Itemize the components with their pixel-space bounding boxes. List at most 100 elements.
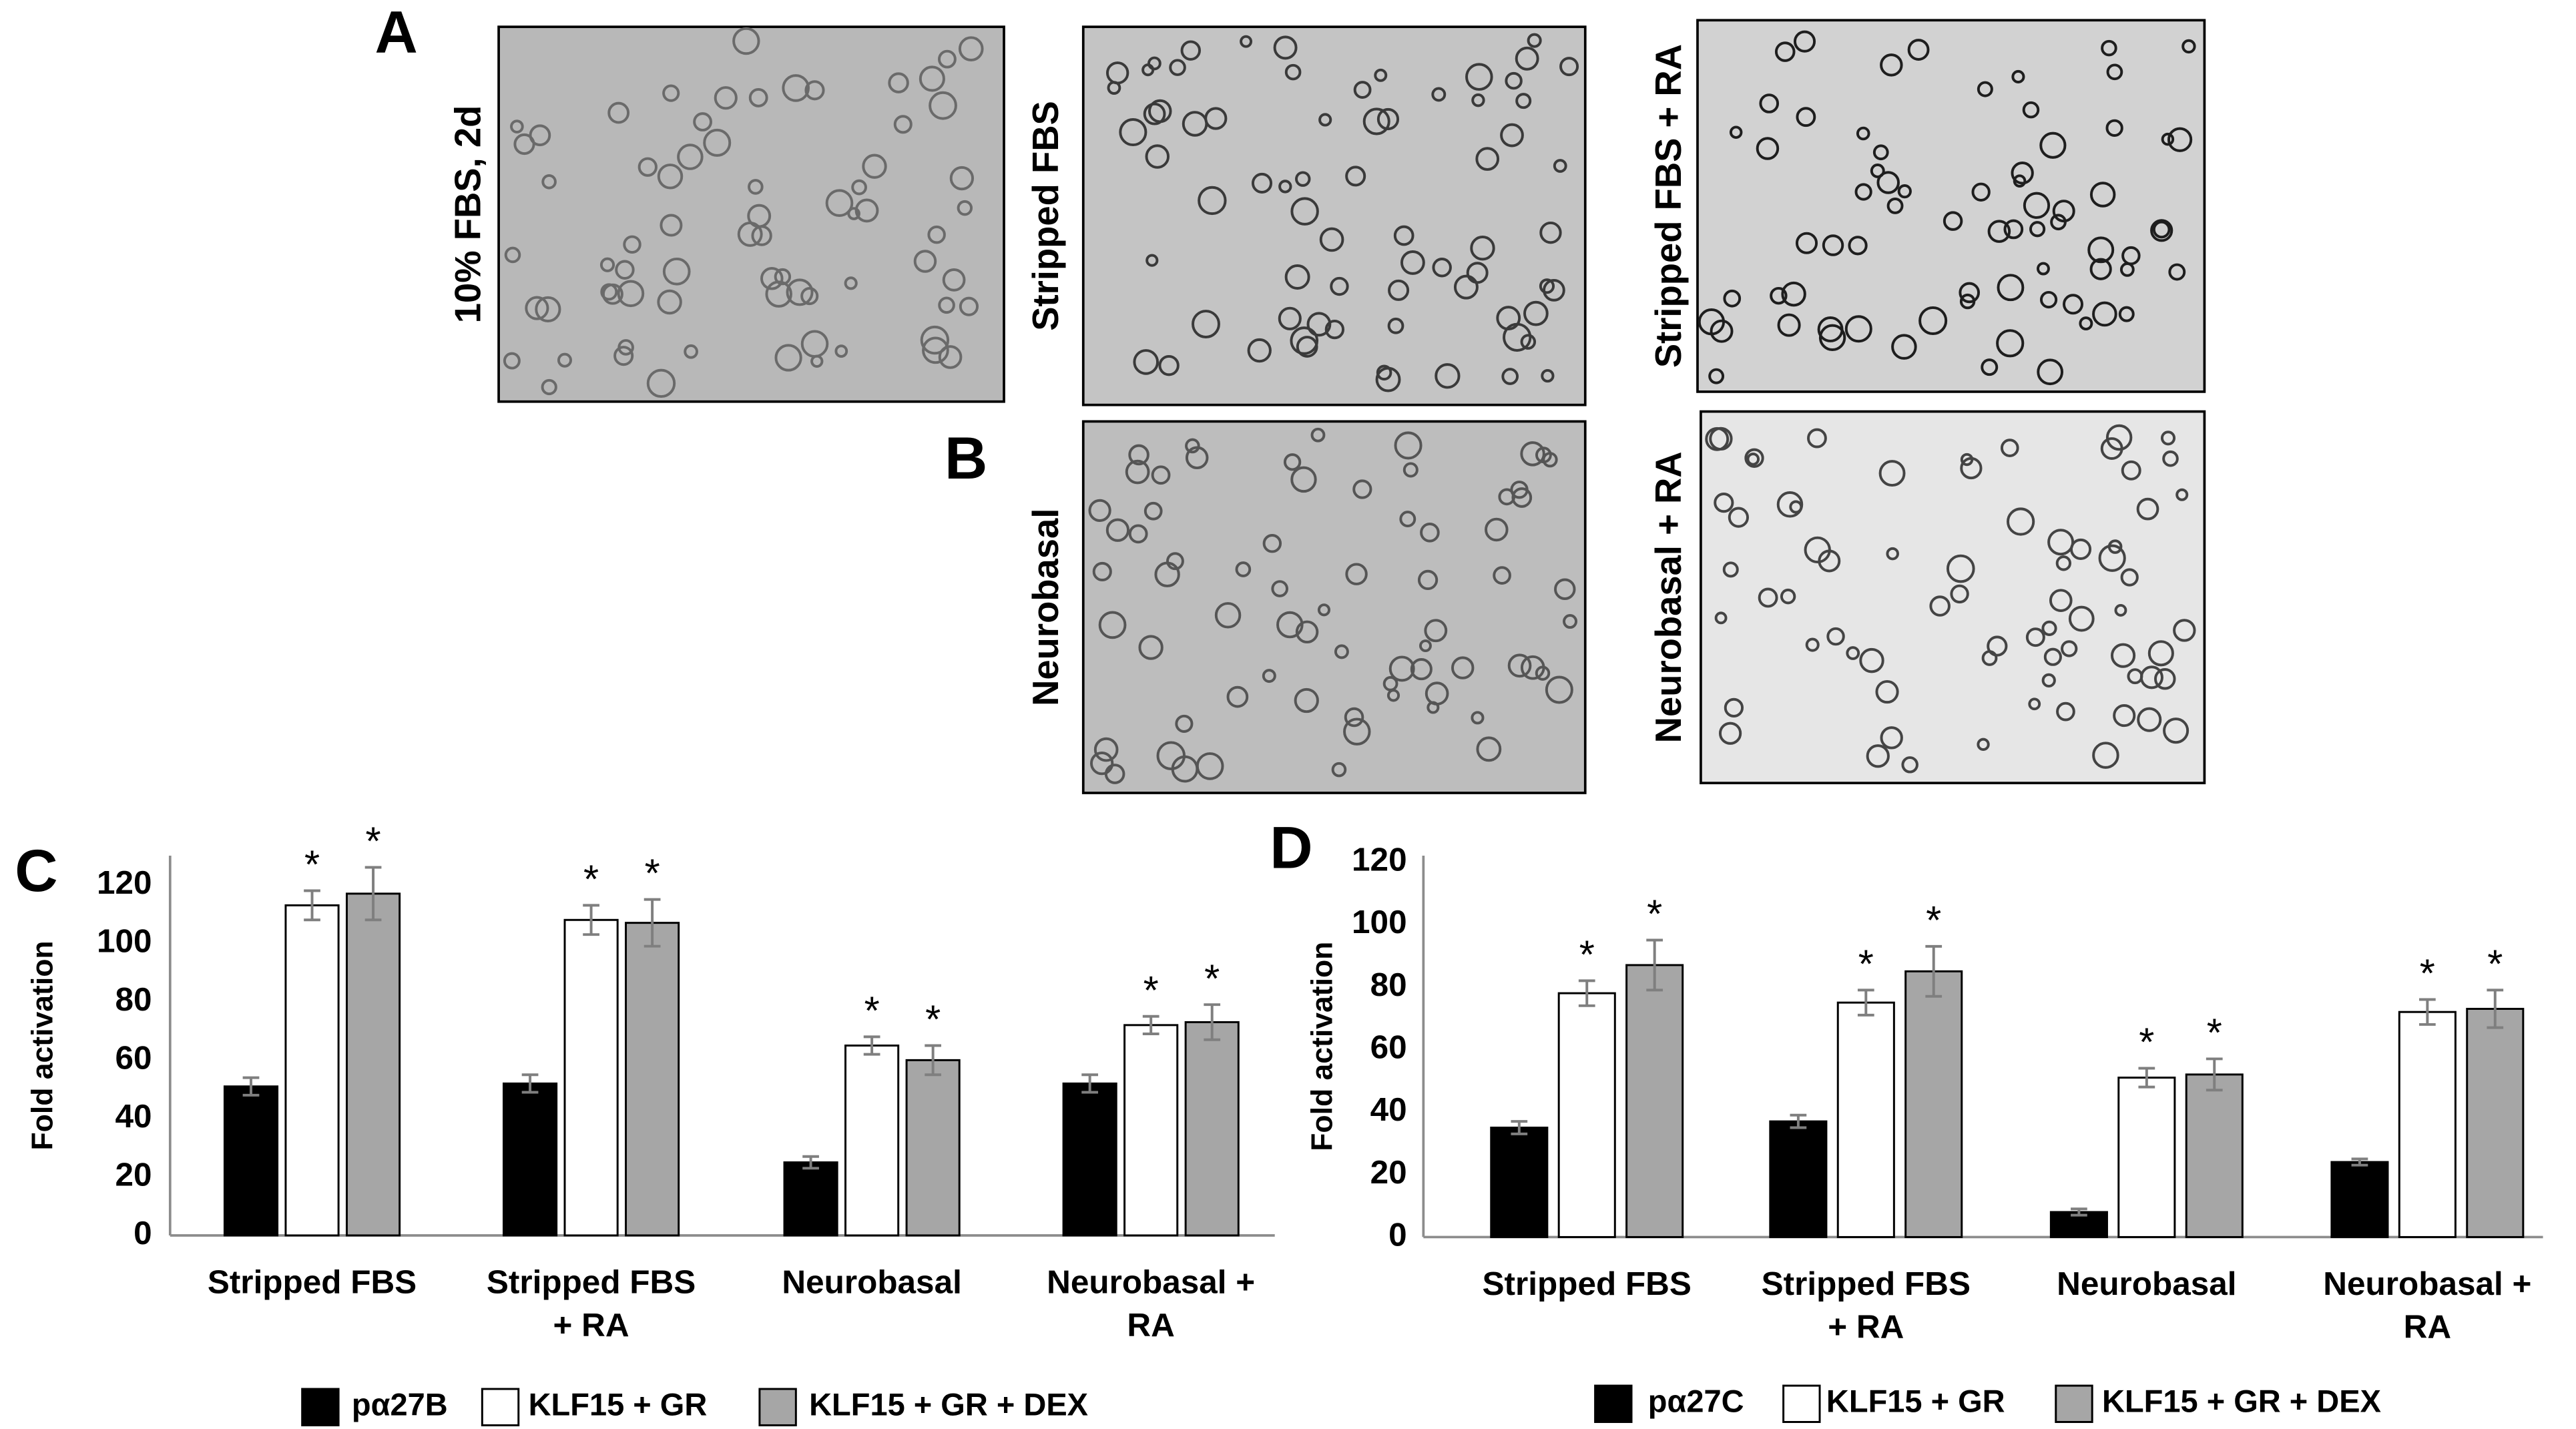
bar	[2398, 1011, 2457, 1238]
cell	[2007, 507, 2035, 536]
cell	[2119, 262, 2135, 277]
cell	[1826, 627, 1845, 646]
cell	[1318, 113, 1332, 127]
cell	[1859, 647, 1884, 673]
cell	[2023, 192, 2051, 219]
cell	[1402, 462, 1419, 478]
cell	[1523, 300, 1549, 326]
legend-label: KLF15 + GR	[529, 1387, 708, 1422]
x-tick-label: Stripped FBS	[1483, 1267, 1692, 1303]
bar	[502, 1082, 558, 1237]
significance: *	[1647, 892, 1662, 936]
category-label: Neurobasal	[782, 1265, 962, 1302]
y-tick-label: 0	[1388, 1216, 1407, 1253]
micrograph	[1696, 19, 2206, 393]
cell	[1718, 722, 1742, 745]
x-tick-label: Neurobasal	[2057, 1267, 2236, 1303]
cell	[1353, 81, 1372, 99]
y-tick-label: 20	[1370, 1154, 1407, 1191]
error-bar	[1081, 1073, 1099, 1094]
significance: *	[304, 842, 320, 887]
cell	[2056, 701, 2075, 722]
cell	[2043, 647, 2062, 666]
x-tick-label: Neurobasal	[782, 1265, 962, 1302]
panel-label: C	[15, 837, 57, 904]
cell	[657, 164, 684, 190]
cell	[1543, 279, 1565, 302]
y-tick-label: 60	[115, 1039, 152, 1076]
significance: *	[2420, 951, 2435, 996]
cell	[1295, 620, 1319, 644]
cell	[2175, 488, 2189, 501]
x-tick-label: Stripped FBS + RA	[487, 1265, 696, 1344]
panel-label: D	[1270, 814, 1312, 881]
cell	[2041, 620, 2057, 636]
bar	[1123, 1024, 1179, 1237]
cell	[854, 198, 879, 223]
cell	[751, 225, 772, 246]
cell	[1880, 53, 1903, 77]
cell	[1204, 107, 1228, 130]
cell	[2114, 603, 2127, 617]
x-tick-label: Neurobasal + RA	[2323, 1267, 2531, 1346]
significance: *	[2487, 941, 2503, 986]
cell	[714, 86, 738, 110]
cell	[1793, 30, 1816, 53]
cell	[1777, 313, 1801, 337]
cell	[1399, 511, 1416, 528]
cell	[1345, 563, 1368, 585]
cell	[1545, 675, 1573, 704]
cell	[2120, 568, 2139, 587]
cell	[1997, 274, 2025, 302]
cell	[1145, 144, 1170, 169]
cell	[2068, 605, 2095, 632]
cell	[1453, 274, 1479, 300]
error-bar	[1925, 944, 1943, 998]
cell	[927, 225, 946, 244]
cell	[1251, 172, 1273, 194]
x-tick-label: Stripped FBS	[208, 1265, 417, 1301]
cell	[1708, 368, 1725, 384]
micrographs	[497, 19, 2206, 794]
cell	[2000, 439, 2019, 457]
cell	[1511, 487, 1533, 508]
cell	[703, 128, 732, 157]
cell	[2011, 162, 2034, 185]
significance: *	[1143, 968, 1159, 1013]
cell	[1485, 517, 1509, 542]
cell	[1432, 258, 1452, 278]
cell	[2052, 200, 2075, 223]
cell	[2161, 132, 2175, 146]
cell	[1471, 93, 1485, 107]
cell	[2079, 316, 2093, 331]
cell	[1451, 656, 1475, 679]
cell	[615, 260, 635, 280]
cell	[1393, 225, 1414, 246]
cell	[662, 84, 680, 102]
y-tick-label: 40	[115, 1098, 152, 1135]
cell	[2028, 697, 2041, 711]
cell	[693, 112, 712, 131]
cell	[1145, 254, 1159, 267]
cell	[1180, 40, 1202, 61]
cell	[732, 27, 760, 55]
cell	[1929, 595, 1951, 617]
cell	[1388, 655, 1415, 682]
cell	[535, 296, 561, 322]
cell	[1374, 68, 1388, 82]
cell	[1375, 366, 1401, 392]
error-bar	[364, 866, 382, 922]
micrograph-label: Neurobasal	[1025, 509, 1066, 706]
cell	[1388, 279, 1410, 301]
cell	[1987, 635, 2008, 657]
cell	[1089, 752, 1114, 776]
cell	[1553, 159, 1567, 173]
cell	[1394, 431, 1423, 460]
legend-swatch	[1782, 1384, 1821, 1423]
cell	[1744, 448, 1764, 468]
cell	[957, 200, 973, 216]
cell	[2121, 460, 2141, 481]
cell	[1324, 319, 1345, 340]
cell	[1128, 524, 1148, 544]
